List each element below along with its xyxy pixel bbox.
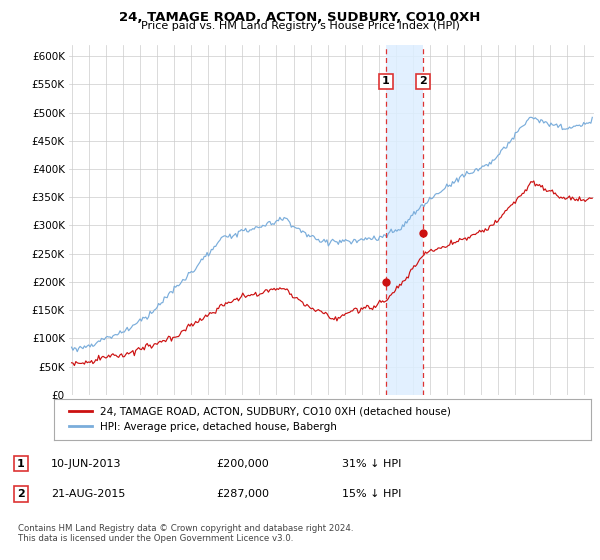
Text: £200,000: £200,000 xyxy=(216,459,269,469)
Text: 24, TAMAGE ROAD, ACTON, SUDBURY, CO10 0XH: 24, TAMAGE ROAD, ACTON, SUDBURY, CO10 0X… xyxy=(119,11,481,24)
Text: Price paid vs. HM Land Registry's House Price Index (HPI): Price paid vs. HM Land Registry's House … xyxy=(140,21,460,31)
Text: 1: 1 xyxy=(17,459,25,469)
Text: 15% ↓ HPI: 15% ↓ HPI xyxy=(342,489,401,499)
Text: Contains HM Land Registry data © Crown copyright and database right 2024.
This d: Contains HM Land Registry data © Crown c… xyxy=(18,524,353,543)
Text: 1: 1 xyxy=(382,77,390,86)
Text: £287,000: £287,000 xyxy=(216,489,269,499)
Legend: 24, TAMAGE ROAD, ACTON, SUDBURY, CO10 0XH (detached house), HPI: Average price, : 24, TAMAGE ROAD, ACTON, SUDBURY, CO10 0X… xyxy=(65,403,455,436)
Bar xyxy=(386,45,423,395)
Text: 10-JUN-2013: 10-JUN-2013 xyxy=(51,459,121,469)
Text: 31% ↓ HPI: 31% ↓ HPI xyxy=(342,459,401,469)
Text: 2: 2 xyxy=(419,77,427,86)
Text: 2: 2 xyxy=(17,489,25,499)
Text: 21-AUG-2015: 21-AUG-2015 xyxy=(51,489,125,499)
